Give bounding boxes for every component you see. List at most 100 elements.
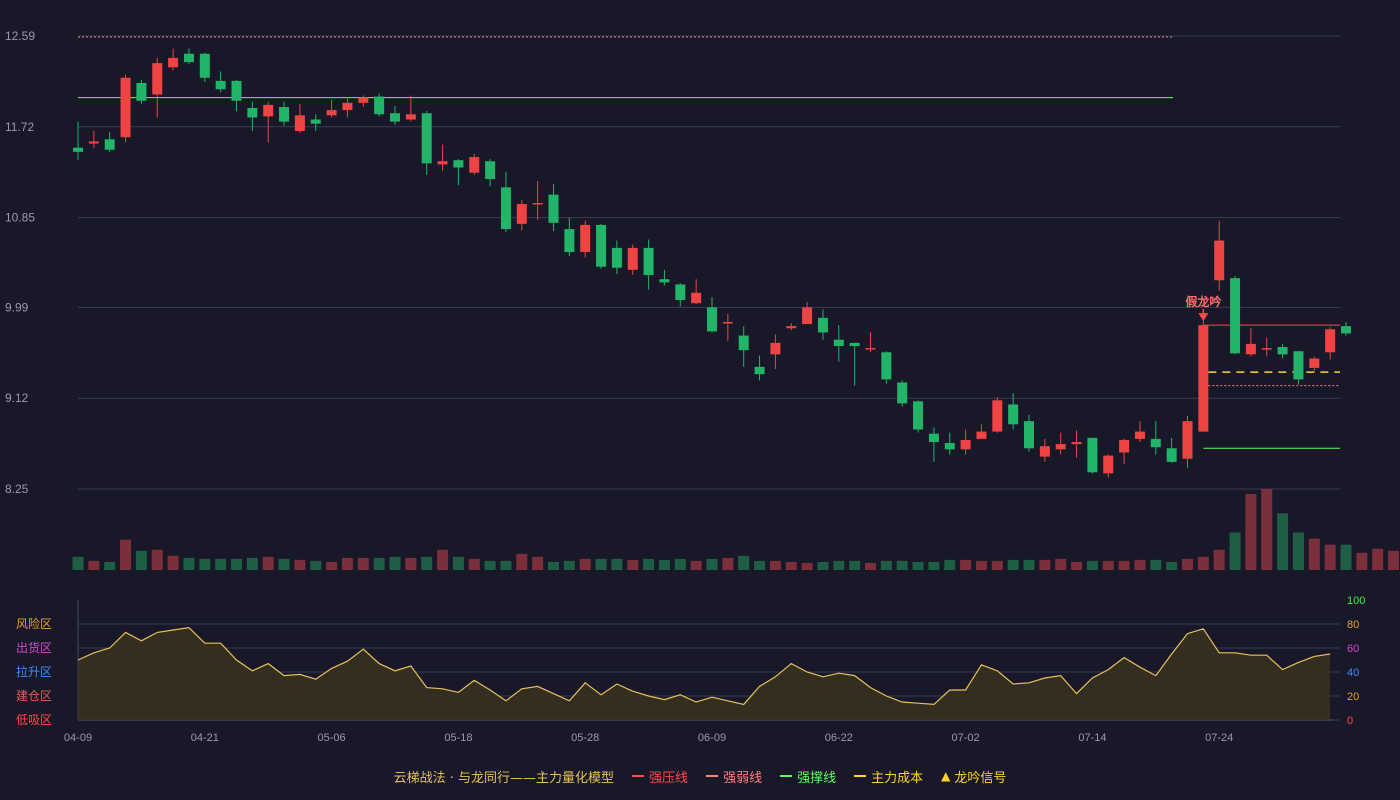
volume-bar (991, 560, 1003, 570)
candle-body (1071, 442, 1082, 445)
volume-bar (357, 557, 369, 570)
candle-body (104, 139, 115, 150)
candle-body (421, 113, 432, 164)
candle-body (1008, 404, 1019, 425)
candle-body (1214, 240, 1225, 281)
candle-body (215, 80, 226, 90)
candle-body (944, 443, 955, 450)
osc-tick-label: 100 (1347, 595, 1365, 607)
candle-body (199, 53, 210, 78)
volume-bar (833, 560, 845, 570)
candle-body (358, 97, 369, 103)
candle-body (1134, 431, 1145, 439)
candle-body (168, 57, 179, 68)
candle-body (627, 247, 638, 270)
candle-body (1198, 325, 1209, 432)
legend-label: 强撑线 (797, 770, 837, 786)
volume-bar (516, 553, 528, 570)
volume-bar (690, 560, 702, 570)
legend-item: ▲ 龙吟信号 (941, 767, 1006, 786)
candle-body (1119, 439, 1130, 453)
legend-label: 强压线 (649, 770, 689, 786)
volume-bar (1039, 559, 1051, 570)
candle-body (1024, 421, 1034, 449)
oscillator-line (77, 626, 1331, 706)
legend-swatch (854, 775, 867, 777)
candle-body (326, 110, 337, 116)
volume-bar (437, 549, 449, 570)
candle-body (532, 203, 543, 205)
volume-bar (1071, 561, 1083, 570)
candle-body (992, 400, 1003, 432)
volume-bar (151, 549, 163, 570)
candle-body (611, 247, 622, 268)
candle-body (1293, 351, 1304, 380)
volume-bar (865, 562, 876, 570)
volume-bar (199, 558, 211, 570)
volume-bar (817, 561, 829, 570)
volume-bar (183, 557, 195, 570)
legend-item: 强撑线 (780, 767, 836, 786)
candle-body (976, 431, 987, 439)
volume-bar (1292, 532, 1304, 570)
candle-body (1103, 455, 1114, 474)
volume-bar (975, 560, 987, 570)
volume-bar (104, 561, 116, 570)
candlestick-series (73, 48, 1351, 478)
candle-body (88, 141, 99, 144)
volume-bar (1261, 489, 1273, 570)
candle-body (247, 108, 258, 118)
candle-body (73, 147, 83, 152)
legend-item: 强压线 (632, 767, 688, 786)
candle-body (1087, 437, 1098, 473)
candle-body (754, 366, 765, 375)
legend-swatch (780, 775, 793, 777)
volume-bar (1245, 494, 1257, 570)
volume-bar (722, 557, 734, 570)
candle-body (1245, 343, 1256, 355)
candle-body (833, 339, 844, 347)
chart-legend: 云梯战法 · 与龙同行——主力量化模型 强压线 强弱线 强撑线 主力成本 ▲ 龙吟信号 (0, 764, 1400, 788)
candle-body (1182, 421, 1193, 459)
volume-bar (1372, 548, 1384, 570)
candle-body (802, 307, 813, 325)
volume-bar (944, 559, 956, 570)
volume-bar (468, 558, 480, 570)
osc-zone-label: 出货区 (16, 640, 52, 655)
volume-bar (1023, 559, 1035, 570)
x-tick-label: 07-24 (1205, 732, 1233, 744)
volume-bar (167, 555, 179, 570)
candle-body (231, 80, 242, 101)
volume-bar (262, 556, 274, 570)
volume-bar (341, 557, 353, 570)
candle-body (643, 247, 654, 276)
volume-bar (1356, 552, 1368, 570)
volume-bar (1213, 549, 1225, 570)
legend-label: 强弱线 (723, 770, 763, 786)
candle-body (1261, 348, 1272, 350)
candle-body (1055, 444, 1066, 450)
candle-body (659, 279, 670, 283)
candle-body (1166, 448, 1177, 462)
x-tick-label: 05-28 (571, 732, 599, 744)
candle-body (1039, 446, 1050, 457)
osc-tick-label: 40 (1347, 667, 1359, 679)
volume-bar (484, 560, 496, 570)
legend-item: 主力成本 (854, 767, 923, 786)
osc-tick-label: 60 (1347, 643, 1359, 655)
x-tick-label: 06-22 (825, 732, 853, 744)
legend-label: 龙吟信号 (954, 770, 1007, 786)
candle-body (1150, 438, 1161, 448)
x-tick-label: 07-02 (952, 732, 980, 744)
volume-bar (769, 560, 781, 570)
volume-bar (880, 560, 892, 570)
x-tick-label: 04-09 (64, 732, 92, 744)
volume-bar (1308, 538, 1320, 570)
candle-body (580, 224, 591, 253)
candle-body (294, 115, 305, 131)
triangle-icon: ▲ (941, 769, 951, 783)
candle-body (707, 307, 717, 332)
x-tick-label: 06-09 (698, 732, 726, 744)
candle-body (374, 96, 385, 115)
x-tick-label: 05-18 (444, 732, 472, 744)
